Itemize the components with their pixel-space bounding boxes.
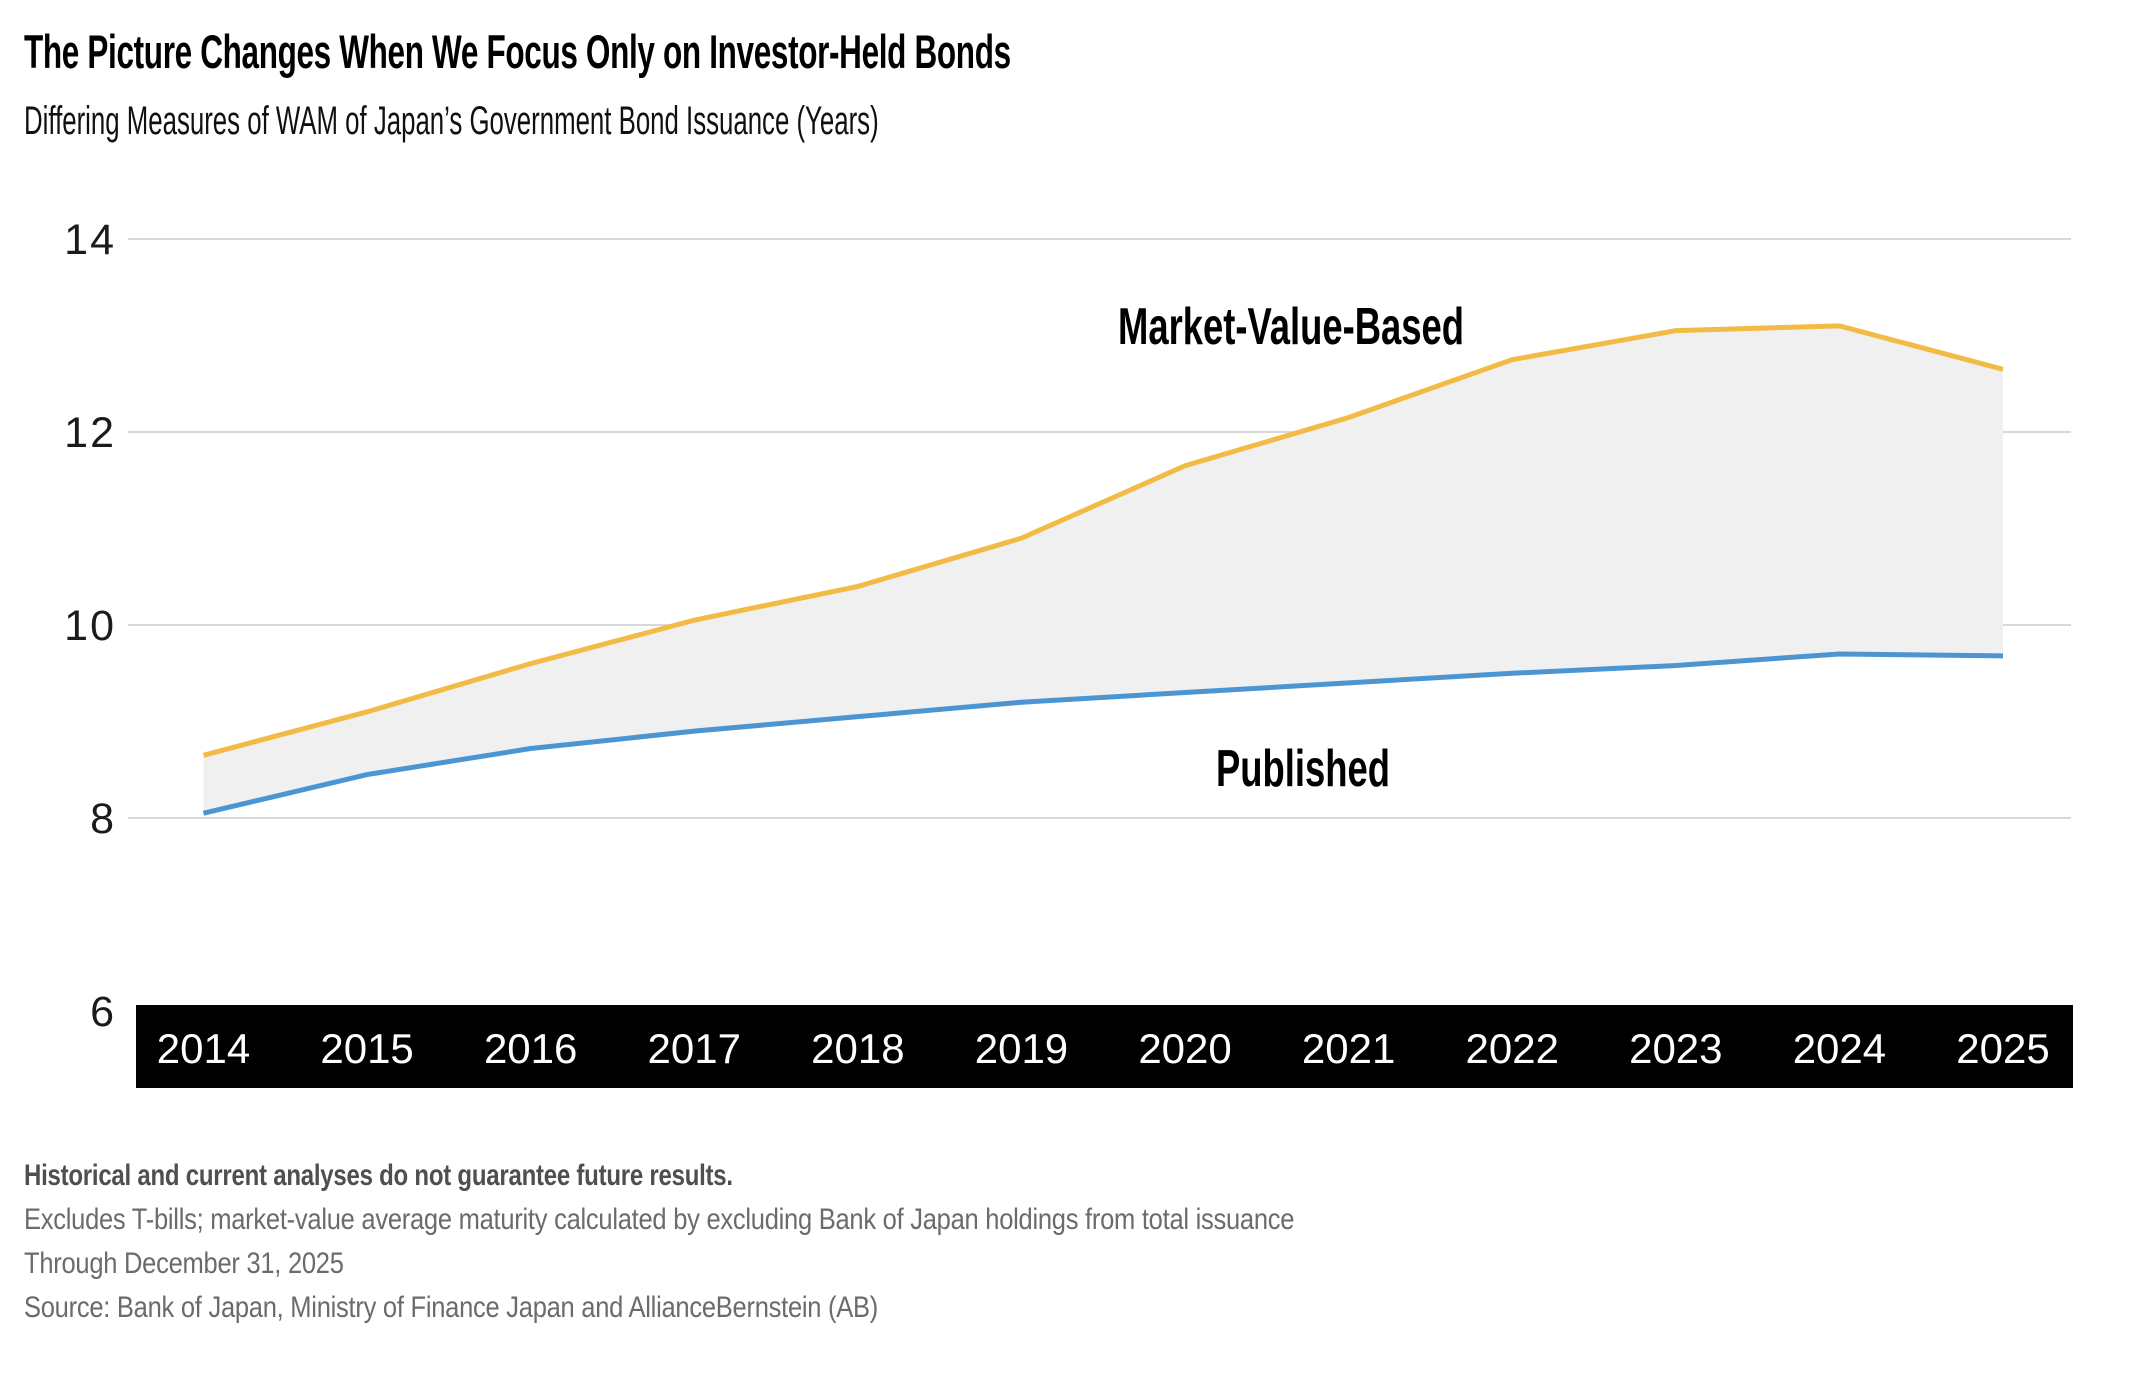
chart-title: The Picture Changes When We Focus Only o…: [24, 25, 1497, 79]
series-line-market-value-based: [202, 323, 2004, 758]
y-axis-tick-label-14: 14: [64, 216, 116, 264]
x-axis-year-label-2014: 2014: [157, 1025, 250, 1072]
x-axis-year-label-2024: 2024: [1793, 1025, 1886, 1072]
footnote-disclaimer: Historical and current analyses do not g…: [24, 1159, 733, 1192]
footnote-methodology: Excludes T-bills; market-value average m…: [24, 1203, 1295, 1236]
x-axis-year-label-2022: 2022: [1466, 1025, 1559, 1072]
x-axis-bar: [136, 1005, 2073, 1088]
x-axis-year-label-2017: 2017: [648, 1025, 741, 1072]
x-axis-year-label-2016: 2016: [484, 1025, 577, 1072]
series-gap-band: [203, 325, 2003, 814]
series-line-published: [202, 651, 2004, 816]
footnote-through-date: Through December 31, 2025: [24, 1247, 344, 1280]
chart-subtitle: Differing Measures of WAM of Japan’s Gov…: [24, 98, 1349, 144]
chart-title-text: The Picture Changes When We Focus Only o…: [24, 25, 1011, 78]
x-axis-year-label-2025: 2025: [1956, 1025, 2049, 1072]
x-axis-year-label-2023: 2023: [1629, 1025, 1722, 1072]
chart-subtitle-text: Differing Measures of WAM of Japan’s Gov…: [24, 99, 879, 143]
x-axis-year-label-2018: 2018: [811, 1025, 904, 1072]
footnote-source: Source: Bank of Japan, Ministry of Finan…: [24, 1291, 879, 1324]
x-axis-year-label-2015: 2015: [320, 1025, 413, 1072]
series-label-published: Published: [1216, 740, 1390, 798]
y-axis-tick-label-8: 8: [90, 795, 116, 843]
x-axis-year-label-2019: 2019: [975, 1025, 1068, 1072]
y-axis-tick-label-10: 10: [64, 602, 116, 650]
y-axis-tick-label-12: 12: [64, 409, 116, 457]
x-axis-year-label-2020: 2020: [1138, 1025, 1231, 1072]
x-axis-year-label-2021: 2021: [1302, 1025, 1395, 1072]
series-label-market-value-based: Market-Value-Based: [1118, 298, 1464, 356]
y-axis-tick-label-6: 6: [90, 988, 116, 1036]
